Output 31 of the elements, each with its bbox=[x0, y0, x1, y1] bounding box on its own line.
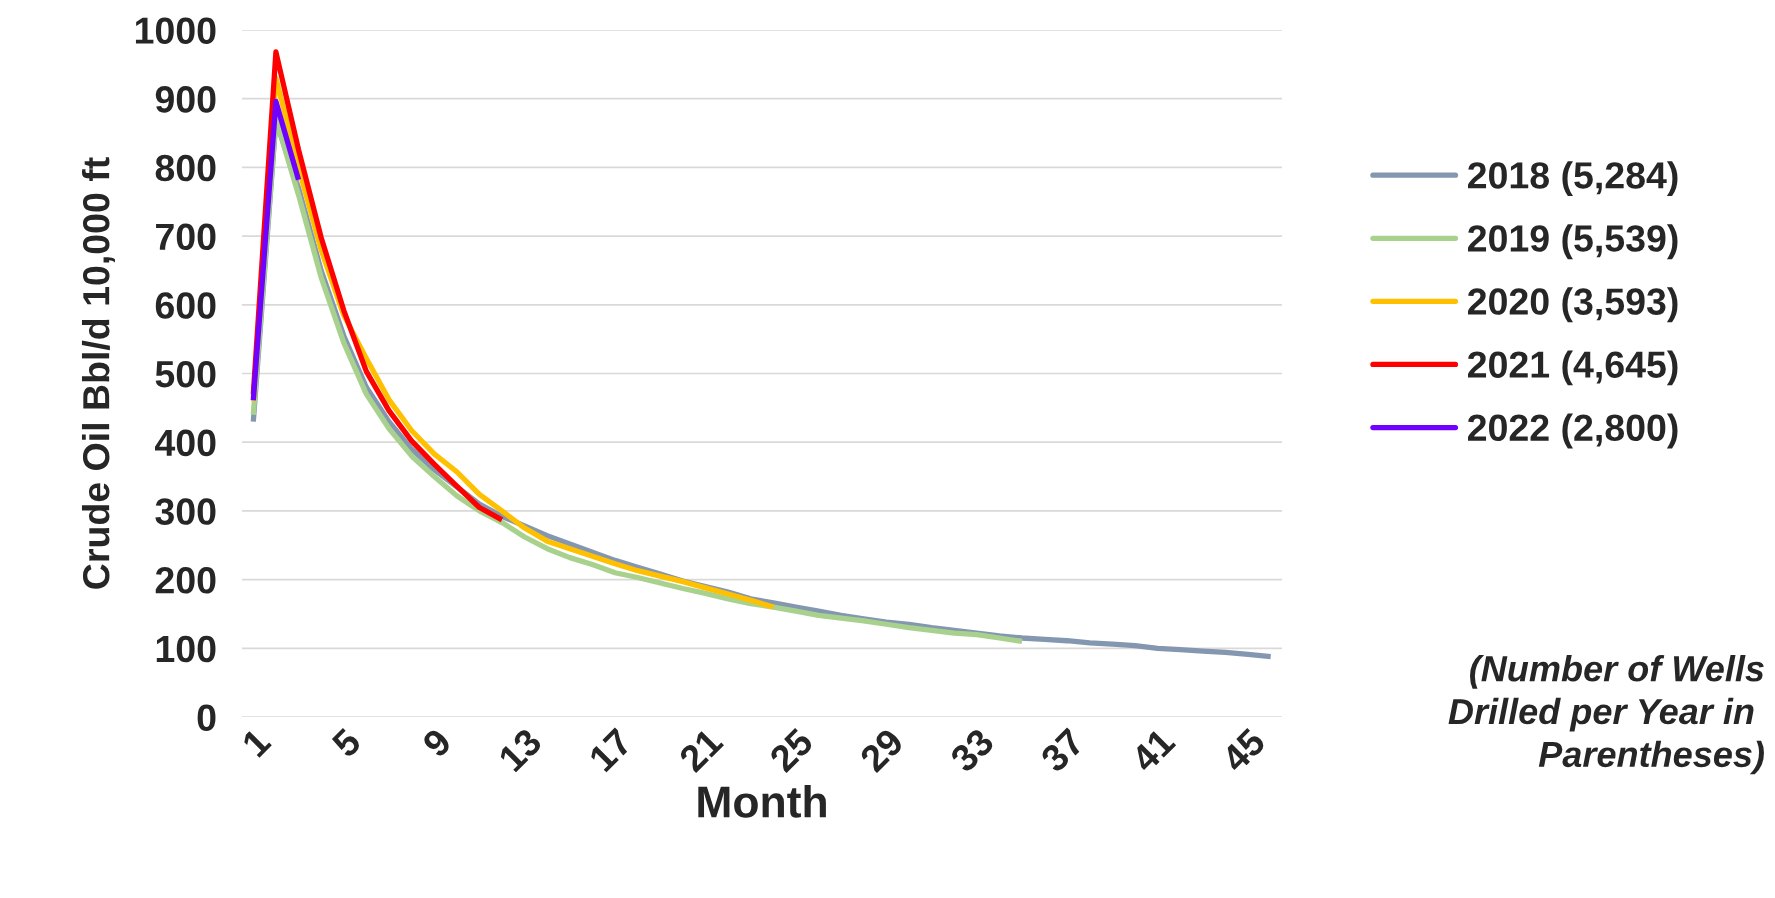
y-tick-label: 1000 bbox=[135, 17, 216, 44]
x-tick-label: 21 bbox=[677, 726, 724, 774]
x-tick-label: 37 bbox=[1039, 727, 1086, 774]
x-tick-label: 45 bbox=[1219, 727, 1267, 774]
legend-label: 2018 (5,284) bbox=[1468, 161, 1678, 197]
x-tick-label: 13 bbox=[497, 726, 544, 773]
x-tick-label: 25 bbox=[768, 726, 815, 774]
x-tick-label: 29 bbox=[858, 727, 905, 774]
y-tick-label: 600 bbox=[155, 292, 216, 319]
y-tick-label: 200 bbox=[155, 567, 216, 594]
y-tick-label: 400 bbox=[155, 429, 216, 457]
x-tick-label: 1 bbox=[241, 727, 272, 758]
x-tick-label: 17 bbox=[588, 727, 634, 773]
x-tick-label: 33 bbox=[948, 726, 996, 774]
y-tick-label: 800 bbox=[155, 154, 216, 182]
legend-label: 2021 (4,645) bbox=[1468, 350, 1678, 386]
legend-label: 2019 (5,539) bbox=[1468, 224, 1678, 260]
legend-label: 2020 (3,593) bbox=[1468, 287, 1678, 323]
x-tick-label: 41 bbox=[1129, 727, 1177, 774]
legend-label: 2022 (2,800) bbox=[1468, 413, 1678, 449]
x-tick-label: 9 bbox=[421, 727, 453, 759]
y-tick-label: 300 bbox=[155, 498, 216, 525]
y-axis-title: Crude Oil Bbl/d 10,000 ft bbox=[81, 157, 115, 589]
text: (Number of Wells Drilled per Year in Parentheses) bbox=[1448, 655, 1764, 775]
y-tick-label: 0 bbox=[197, 704, 216, 731]
y-tick-label: 100 bbox=[156, 635, 216, 663]
y-tick-label: 900 bbox=[155, 86, 216, 113]
x-tick-label: 5 bbox=[330, 727, 363, 759]
y-tick-label: 700 bbox=[156, 223, 216, 251]
y-tick-label: 500 bbox=[155, 360, 216, 388]
x-axis-title: Month bbox=[698, 785, 826, 818]
